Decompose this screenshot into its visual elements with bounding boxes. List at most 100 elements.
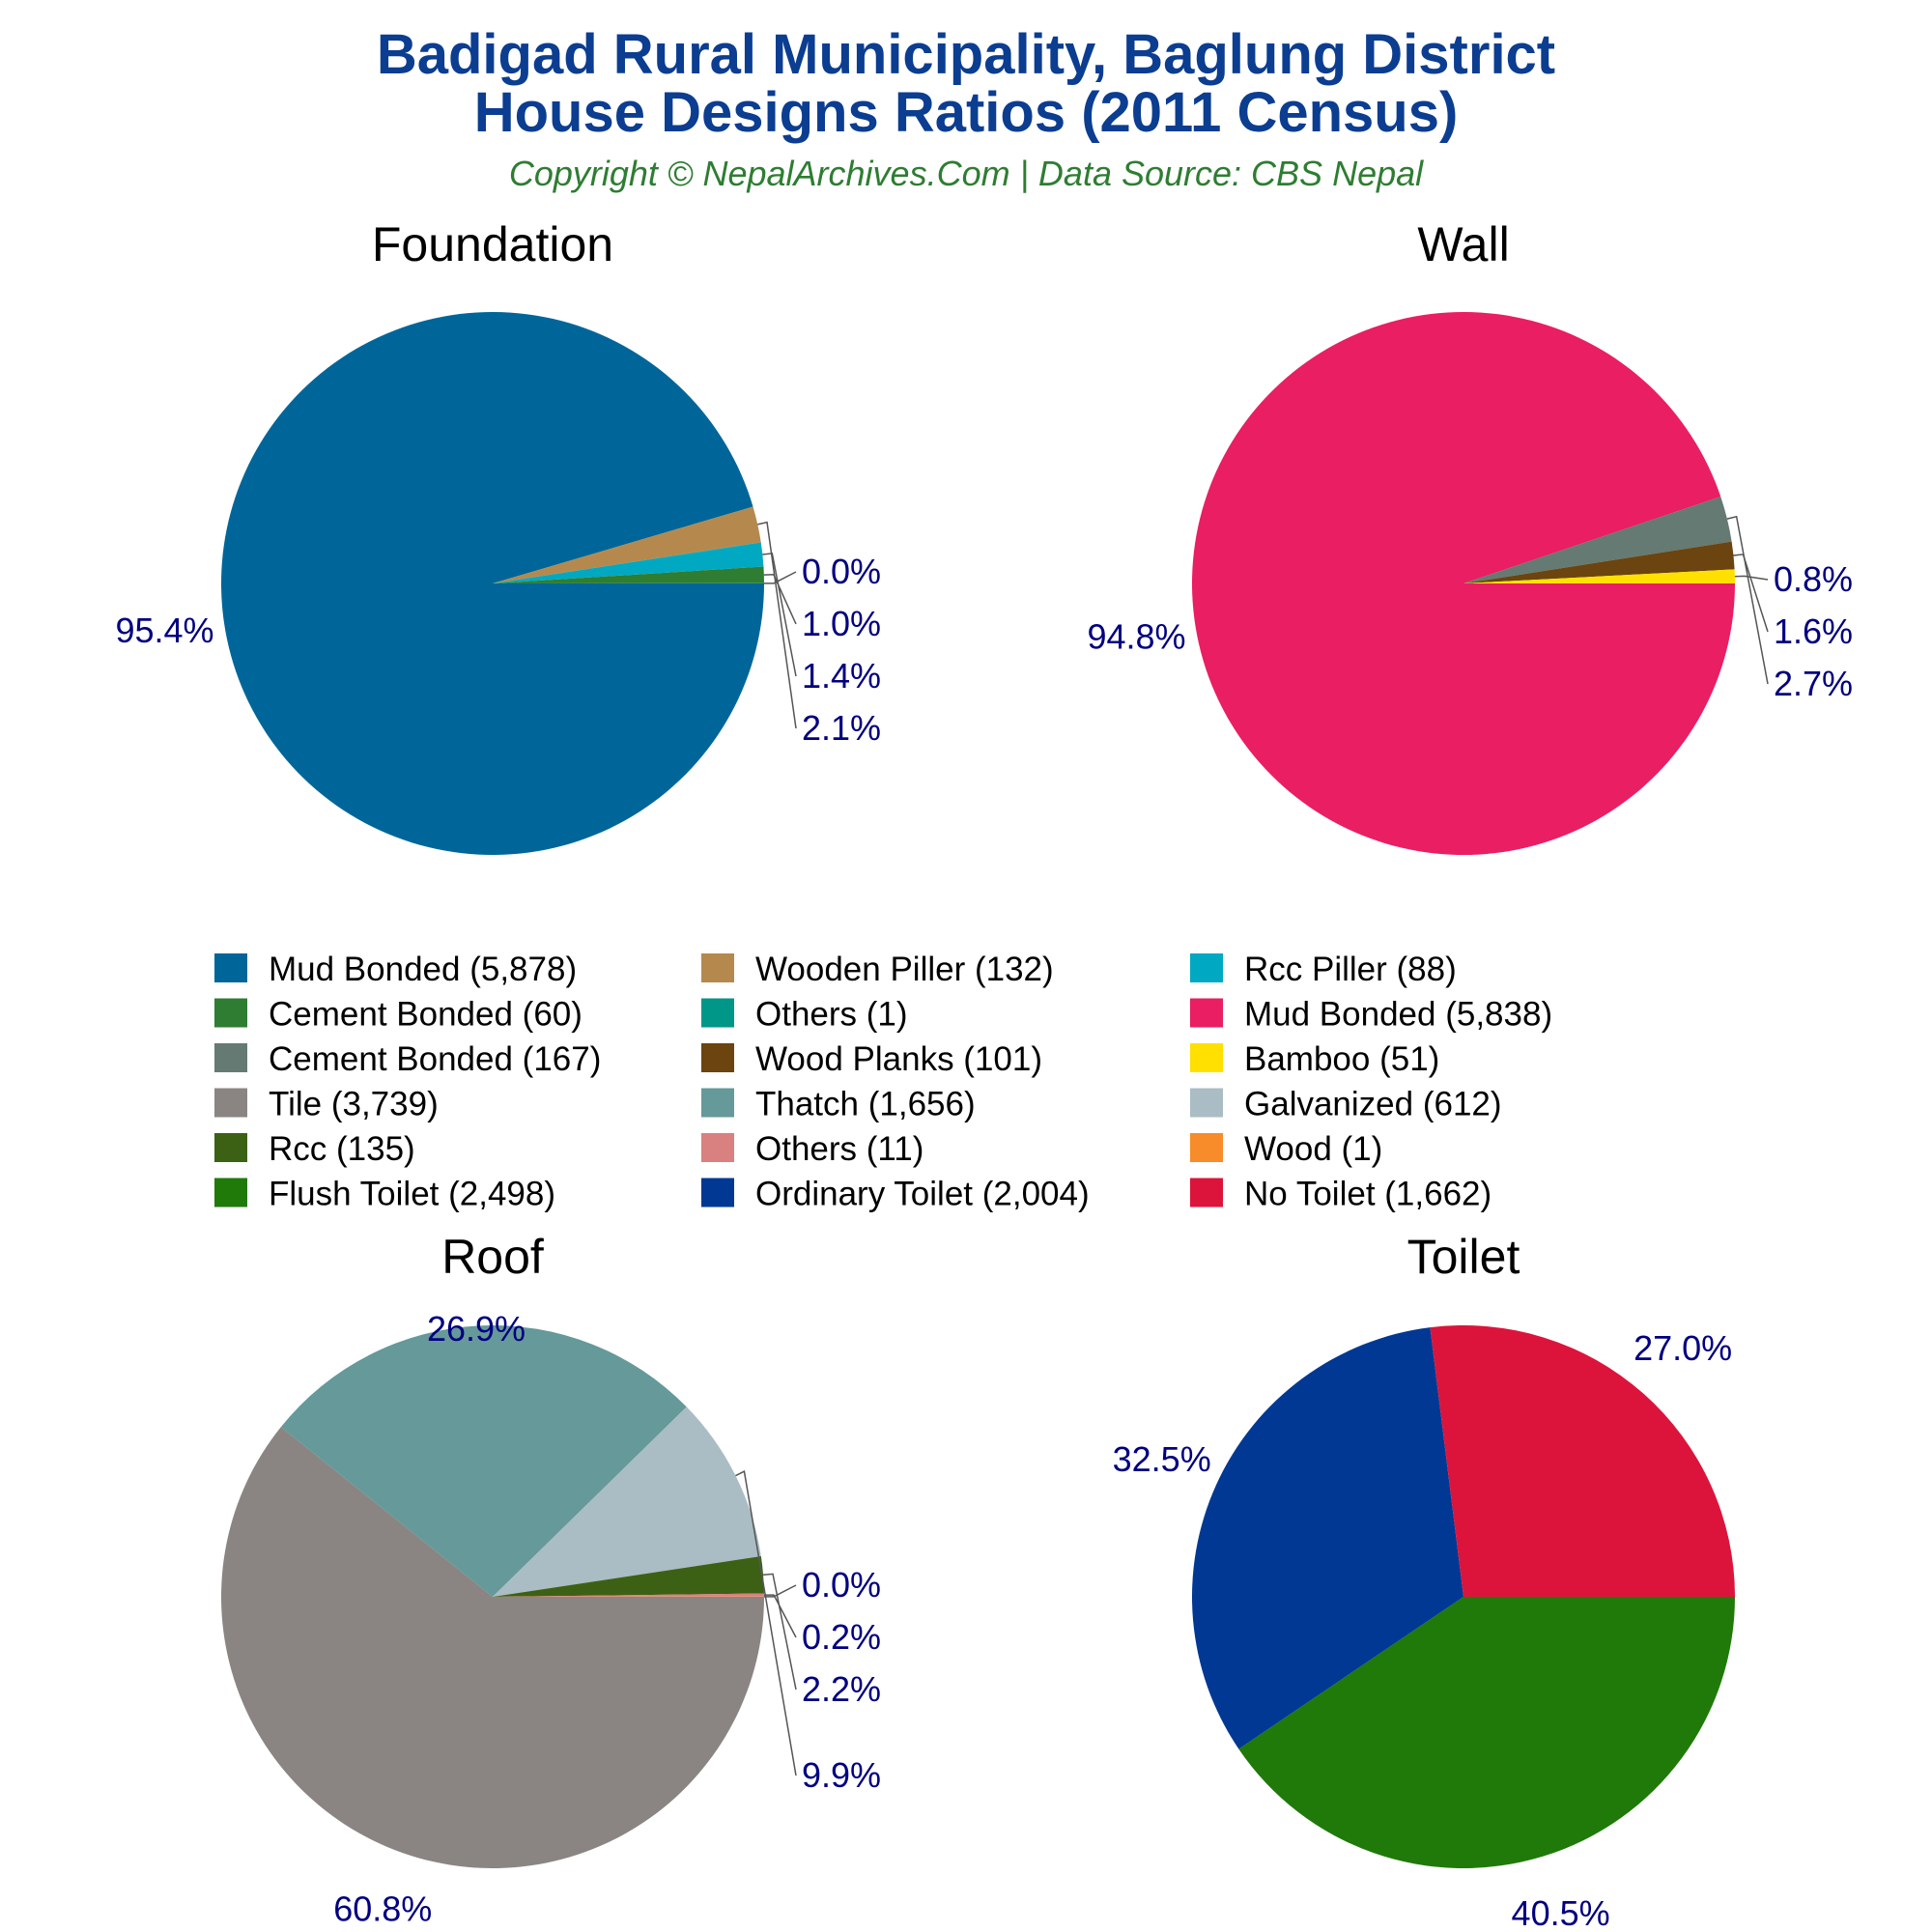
pie-label-toilet-flush-toilet: 40.5%: [1512, 1893, 1610, 1932]
legend-swatch: [214, 1133, 247, 1162]
pie-title-roof: Roof: [441, 1230, 544, 1284]
pie-label-foundation-mud-bonded: 95.4%: [115, 611, 213, 650]
legend-label: Mud Bonded (5,838): [1244, 996, 1552, 1034]
legend-swatch: [1190, 1133, 1223, 1162]
pie-slice-roof-thatch: [280, 1324, 687, 1597]
pie-roof: Roof 60.8% 26.9% 0.0% 0.2% 2.2% 9.9%: [221, 1230, 881, 1929]
pie-title-foundation: Foundation: [372, 217, 613, 271]
legend-item-cement-bonded: Cement Bonded (167): [214, 1040, 601, 1078]
legend-item-rcc: Rcc (135): [214, 1130, 415, 1168]
legend-label: Mud Bonded (5,878): [269, 951, 577, 988]
legend-swatch: [214, 998, 247, 1028]
legend-item-others: Others (11): [701, 1130, 923, 1168]
legend-label: Bamboo (51): [1244, 1040, 1439, 1078]
legend-label: Tile (3,739): [269, 1086, 439, 1123]
legend-label: Flush Toilet (2,498): [269, 1176, 555, 1213]
legend-item-mud-bonded: Mud Bonded (5,838): [1190, 996, 1552, 1034]
legend-label: Wood Planks (101): [755, 1040, 1042, 1078]
pie-slice-toilet-no-toilet: [1430, 1324, 1736, 1597]
pie-slice-roof-rcc: [493, 1555, 764, 1597]
pie-slice-foundation-cement-bonded: [493, 566, 764, 583]
pie-label-roof-thatch: 26.9%: [427, 1309, 526, 1349]
legend-swatch: [214, 1043, 247, 1072]
callout-line-wall-cement-bonded: [1726, 515, 1769, 685]
callout-line-foundation-cement-bonded: [763, 574, 797, 625]
pie-label-roof-galvanized: 9.9%: [802, 1755, 881, 1795]
legend-label: Thatch (1,656): [755, 1086, 976, 1123]
legend-item-ordinary-toilet: Ordinary Toilet (2,004): [701, 1176, 1090, 1213]
legend-label: Wooden Piller (132): [755, 951, 1054, 988]
legend-label: No Toilet (1,662): [1244, 1176, 1492, 1213]
legend-swatch: [701, 1043, 734, 1072]
legend-swatch: [1190, 1043, 1223, 1072]
callout-line-roof-others: [763, 1594, 797, 1638]
pie-slice-roof-galvanized: [493, 1406, 761, 1597]
legend-item-galvanized: Galvanized (612): [1190, 1086, 1502, 1123]
legend-swatch: [701, 1088, 734, 1118]
pie-title-toilet: Toilet: [1407, 1230, 1520, 1284]
legend-swatch: [214, 1178, 247, 1208]
legend-swatch: [701, 1133, 734, 1162]
chart-title-line2: House Designs Ratios (2011 Census): [474, 81, 1459, 144]
callout-line-wall-bamboo: [1734, 575, 1769, 581]
pie-foundation: Foundation 95.4% 0.0% 1.0% 1.4% 2.1%: [115, 217, 881, 855]
legend-label: Others (1): [755, 996, 908, 1034]
legend-item-rcc-piller: Rcc Piller (88): [1190, 951, 1457, 988]
legend-label: Wood (1): [1244, 1130, 1382, 1168]
legend-swatch: [701, 1178, 734, 1208]
legend-swatch: [1190, 953, 1223, 982]
pie-slice-wall-mud-bonded: [1191, 312, 1735, 856]
pie-wall: Wall 94.8% 0.8% 1.6% 2.7%: [1087, 217, 1853, 856]
pie-label-roof-tile: 60.8%: [333, 1889, 432, 1929]
pie-label-foundation-rcc-piller: 1.4%: [802, 656, 881, 696]
pie-label-toilet-ordinary-toilet: 32.5%: [1113, 1439, 1211, 1479]
legend-label: Ordinary Toilet (2,004): [755, 1176, 1090, 1213]
legend-label: Cement Bonded (167): [269, 1040, 601, 1078]
legend-item-wood-planks: Wood Planks (101): [701, 1040, 1042, 1078]
pie-slice-wall-cement-bonded: [1463, 497, 1732, 583]
pie-slice-roof-tile: [221, 1427, 764, 1868]
legend-item-thatch: Thatch (1,656): [701, 1086, 976, 1123]
legend-item-mud-bonded: Mud Bonded (5,878): [214, 951, 577, 988]
legend-item-no-toilet: No Toilet (1,662): [1190, 1176, 1492, 1213]
legend-swatch: [1190, 1178, 1223, 1208]
pie-label-wall-mud-bonded: 94.8%: [1087, 617, 1185, 657]
pie-label-foundation-cement-bonded: 1.0%: [802, 604, 881, 643]
pie-label-foundation-others: 0.0%: [802, 552, 881, 591]
legend-swatch: [701, 953, 734, 982]
pie-label-roof-wood: 0.0%: [802, 1565, 881, 1605]
pie-slice-toilet-ordinary-toilet: [1192, 1327, 1463, 1749]
pie-slice-foundation-wooden-piller: [493, 506, 761, 583]
pie-label-foundation-wooden-piller: 2.1%: [802, 708, 881, 748]
legend: Mud Bonded (5,878) Wooden Piller (132) Rcc…: [214, 951, 1552, 1213]
callout-line-roof-rcc: [763, 1573, 797, 1690]
legend-label: Rcc Piller (88): [1244, 951, 1457, 988]
pie-label-roof-rcc: 2.2%: [802, 1669, 881, 1709]
pie-title-wall: Wall: [1417, 217, 1509, 271]
legend-label: Galvanized (612): [1244, 1086, 1502, 1123]
pie-label-wall-bamboo: 0.8%: [1774, 559, 1853, 599]
callout-line-foundation-wooden-piller: [757, 521, 797, 729]
chart-title-line1: Badigad Rural Municipality, Baglung Dist…: [377, 23, 1555, 86]
callout-line-roof-galvanized: [735, 1470, 797, 1776]
pie-slice-toilet-flush-toilet: [1238, 1597, 1735, 1868]
pie-label-wall-cement-bonded: 2.7%: [1774, 664, 1853, 703]
callout-line-foundation-rcc-piller: [762, 553, 797, 677]
legend-item-flush-toilet: Flush Toilet (2,498): [214, 1176, 555, 1213]
chart-subtitle: Copyright © NepalArchives.Com | Data Sou…: [509, 154, 1424, 193]
legend-item-others: Others (1): [701, 996, 908, 1034]
legend-item-tile: Tile (3,739): [214, 1086, 439, 1123]
pie-slice-foundation-rcc-piller: [493, 542, 764, 583]
callout-line-foundation-others: [763, 571, 797, 584]
callout-line-roof-wood: [763, 1584, 797, 1598]
legend-label: Cement Bonded (60): [269, 996, 582, 1034]
pie-label-toilet-no-toilet: 27.0%: [1634, 1328, 1732, 1368]
legend-label: Others (11): [755, 1130, 923, 1168]
pie-slice-wall-bamboo: [1463, 569, 1735, 583]
legend-swatch: [214, 953, 247, 982]
legend-item-wooden-piller: Wooden Piller (132): [701, 951, 1054, 988]
legend-swatch: [701, 998, 734, 1028]
legend-swatch: [1190, 998, 1223, 1028]
legend-label: Rcc (135): [269, 1130, 415, 1168]
